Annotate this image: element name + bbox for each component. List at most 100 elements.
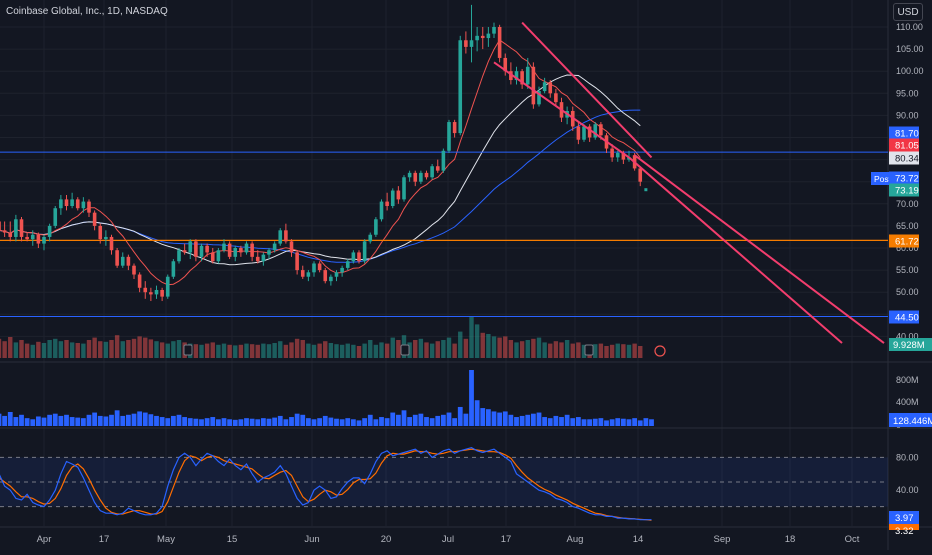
candle	[300, 265, 305, 279]
volume-bar-main	[114, 335, 120, 358]
volume-bar-main	[64, 340, 69, 358]
volume-bar-main	[143, 337, 148, 358]
volume-bar-main	[384, 343, 390, 358]
volume-bar-main	[632, 343, 637, 358]
volume-bar-main	[413, 340, 418, 358]
vol-main-label: 9.928M	[893, 340, 925, 351]
candle	[0, 221, 1, 231]
candle-body	[92, 212, 97, 226]
volume-bar	[632, 418, 638, 426]
ma-mid-line	[0, 74, 641, 266]
candle-body	[19, 219, 24, 237]
candle	[30, 230, 35, 246]
candle	[368, 232, 373, 244]
time-label: 14	[633, 534, 644, 545]
volume-bar	[626, 419, 632, 426]
candles	[0, 4, 648, 302]
candle	[199, 243, 204, 262]
volume-bar	[221, 418, 227, 426]
volume-bar	[604, 420, 609, 426]
candle	[486, 27, 491, 47]
volume-bar-main	[508, 340, 514, 358]
candle	[222, 239, 226, 253]
volume-bar	[80, 418, 86, 426]
candle-body	[385, 201, 389, 207]
volume-bar	[429, 418, 435, 426]
candle	[520, 68, 524, 89]
volume-tick: 400M	[896, 397, 919, 407]
volume-bar	[547, 418, 553, 426]
volume-bar	[170, 415, 176, 426]
volume-bar-main	[266, 344, 272, 358]
volume-bar-main	[98, 341, 103, 358]
volume-bar	[502, 411, 508, 426]
candle	[295, 250, 299, 275]
volume-bar	[176, 414, 182, 426]
candle-body	[435, 166, 440, 171]
volume-bar-main	[148, 339, 154, 358]
label-81-05: 81.05	[895, 141, 919, 152]
candle-body	[47, 225, 52, 237]
candle	[2, 221, 7, 237]
volume-bar	[58, 415, 64, 426]
candle-body	[509, 71, 513, 81]
volume-bar-main	[103, 341, 109, 358]
candle	[548, 80, 553, 98]
candle-body	[593, 124, 598, 138]
volume-bar	[238, 419, 244, 426]
candle-body	[486, 33, 491, 39]
candle	[8, 221, 13, 242]
volume-bar-main	[283, 344, 289, 358]
candle-body	[458, 40, 463, 134]
volume-bar-main	[176, 340, 182, 358]
candle-body	[2, 230, 7, 233]
candle-body	[64, 199, 69, 207]
volume-bar	[317, 418, 323, 426]
time-label: 17	[501, 534, 512, 545]
candle-body	[306, 272, 311, 277]
candle-body	[104, 236, 108, 240]
candle	[182, 243, 187, 255]
ma-long-line	[0, 109, 641, 263]
volume-bar-main	[463, 338, 469, 358]
volume-tick: 800M	[896, 375, 919, 385]
candle-body	[284, 230, 288, 242]
volume-bar-main	[204, 343, 210, 358]
volume-bar	[13, 417, 19, 426]
time-label: Aug	[567, 534, 584, 545]
candle	[137, 272, 142, 293]
volume-bar-main	[317, 343, 322, 358]
volume-bar-main	[227, 344, 232, 358]
label-post-73-72-tag	[889, 171, 919, 185]
candle	[435, 159, 440, 173]
candle	[554, 88, 558, 107]
volume-bar	[266, 418, 272, 426]
candle-body	[374, 219, 378, 235]
candle	[582, 124, 586, 142]
volume-bar	[86, 414, 92, 426]
time-label: 18	[785, 534, 796, 545]
volume-bar-main	[41, 343, 47, 358]
currency-button[interactable]: USD	[893, 3, 923, 21]
candle-body	[503, 57, 508, 72]
candle-body	[171, 261, 176, 277]
candle	[177, 248, 181, 264]
volume-bar	[564, 414, 570, 426]
volume-bar	[536, 412, 542, 426]
candle-body	[216, 250, 221, 262]
candle-body	[576, 126, 581, 140]
candle	[306, 270, 311, 282]
candle-body	[599, 124, 603, 136]
volume-bar	[390, 412, 396, 426]
candle-body	[149, 292, 153, 295]
candle-body	[407, 172, 412, 178]
candle	[42, 234, 46, 251]
volume-bar-main	[339, 344, 345, 358]
osc-tick: 80.00	[896, 452, 919, 462]
candle-body	[289, 241, 294, 253]
volume-bar	[350, 419, 356, 426]
candle-body	[525, 66, 530, 85]
volume-bar-main	[396, 340, 401, 358]
